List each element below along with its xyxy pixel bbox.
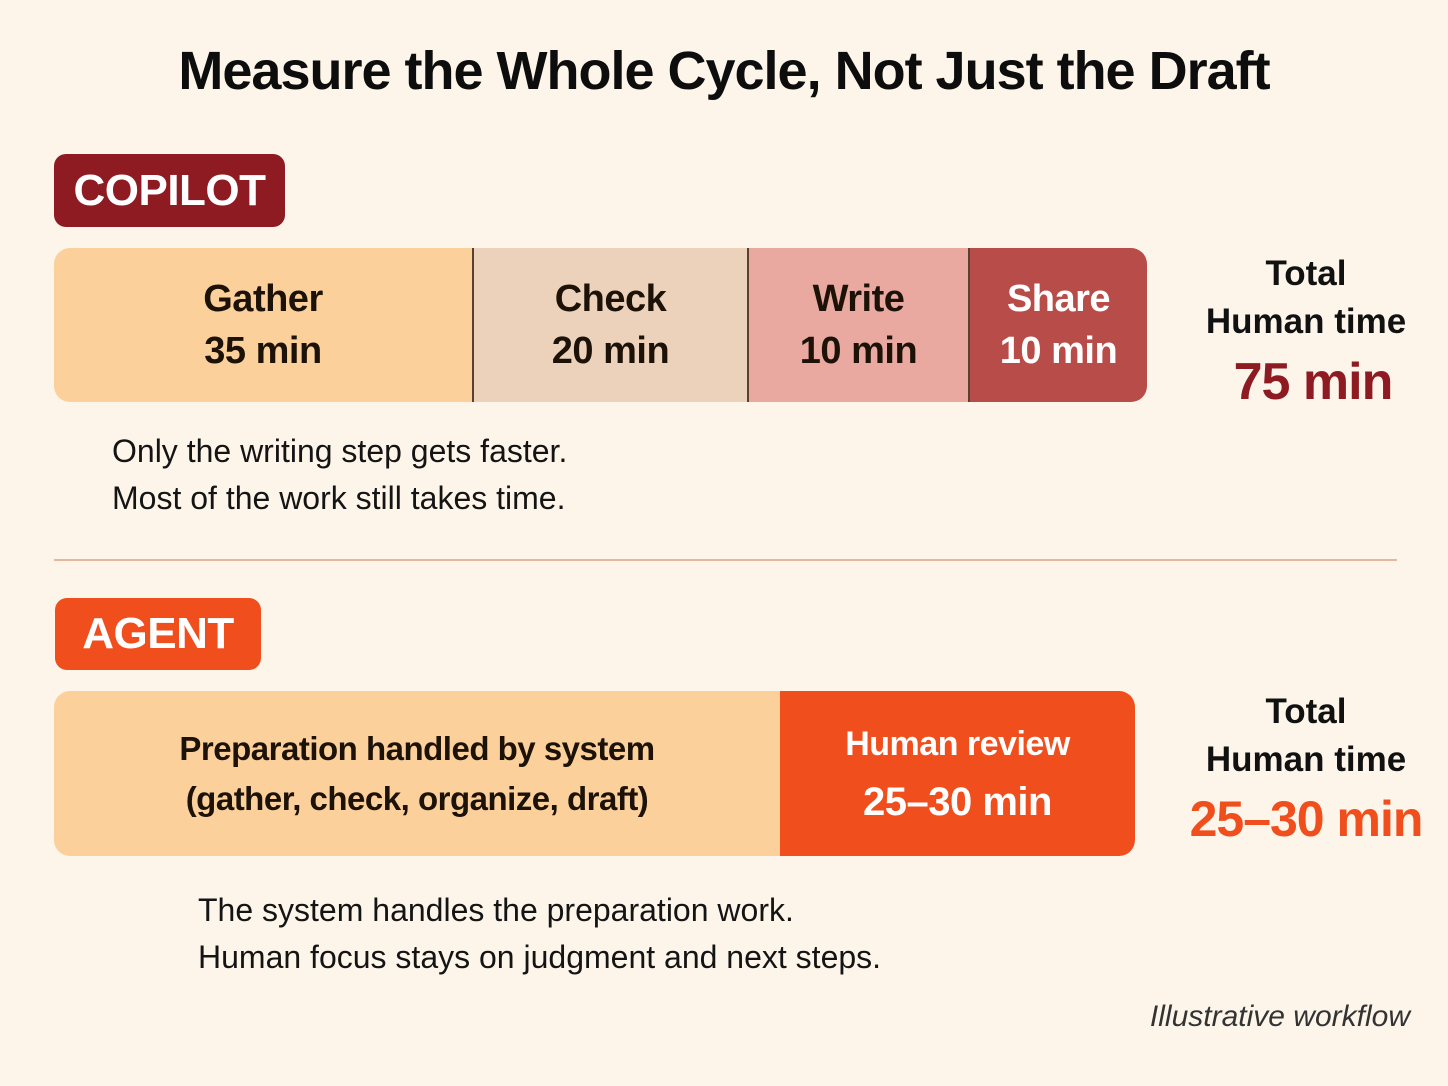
page-title: Measure the Whole Cycle, Not Just the Dr… xyxy=(178,41,1270,101)
total-label-line2: Human time xyxy=(1205,740,1407,779)
copilot-step-share: Share 10 min xyxy=(968,248,1147,402)
copilot-note-line: Most of the work still takes time. xyxy=(112,480,566,516)
step-time: 10 min xyxy=(999,330,1118,372)
total-label-line2: Human time xyxy=(1205,302,1407,341)
total-label-line1: Total xyxy=(1265,254,1347,293)
copilot-note-line: Only the writing step gets faster. xyxy=(112,433,568,469)
preparation-line2: (gather, check, organize, draft) xyxy=(185,779,649,817)
agent-note-line: The system handles the preparation work. xyxy=(198,892,794,928)
step-name: Check xyxy=(554,278,667,320)
step-name: Share xyxy=(1006,278,1111,320)
agent-note-line: Human focus stays on judgment and next s… xyxy=(198,939,882,975)
total-label-line1: Total xyxy=(1265,692,1347,731)
agent-timeline-bar: Preparation handled by system (gather, c… xyxy=(54,691,1135,856)
step-name: Gather xyxy=(203,278,323,320)
step-time: 20 min xyxy=(551,330,670,372)
review-line2: 25–30 min xyxy=(863,779,1052,824)
agent-step-preparation: Preparation handled by system (gather, c… xyxy=(54,691,780,856)
agent-total: Total Human time 25–30 min xyxy=(1186,688,1426,854)
section-divider xyxy=(54,559,1397,561)
copilot-step-check: Check 20 min xyxy=(472,248,747,402)
agent-step-human-review: Human review 25–30 min xyxy=(780,691,1135,856)
step-name: Write xyxy=(812,278,905,320)
copilot-badge: COPILOT xyxy=(54,154,285,227)
agent-badge: AGENT xyxy=(55,598,261,670)
step-time: 10 min xyxy=(799,330,918,372)
copilot-step-gather: Gather 35 min xyxy=(54,248,472,402)
review-line1: Human review xyxy=(845,724,1070,763)
step-time: 35 min xyxy=(204,330,322,372)
preparation-line1: Preparation handled by system xyxy=(179,729,655,767)
copilot-total: Total Human time 75 min xyxy=(1196,250,1416,418)
footnote: Illustrative workflow xyxy=(1149,1000,1410,1033)
copilot-note: Only the writing step gets faster. Most … xyxy=(112,428,567,522)
copilot-total-value: 75 min xyxy=(1233,353,1394,411)
agent-total-value: 25–30 min xyxy=(1189,791,1424,847)
agent-note: The system handles the preparation work.… xyxy=(198,887,881,981)
copilot-step-write: Write 10 min xyxy=(747,248,968,402)
copilot-timeline-bar: Gather 35 min Check 20 min Write 10 min … xyxy=(54,248,1147,402)
